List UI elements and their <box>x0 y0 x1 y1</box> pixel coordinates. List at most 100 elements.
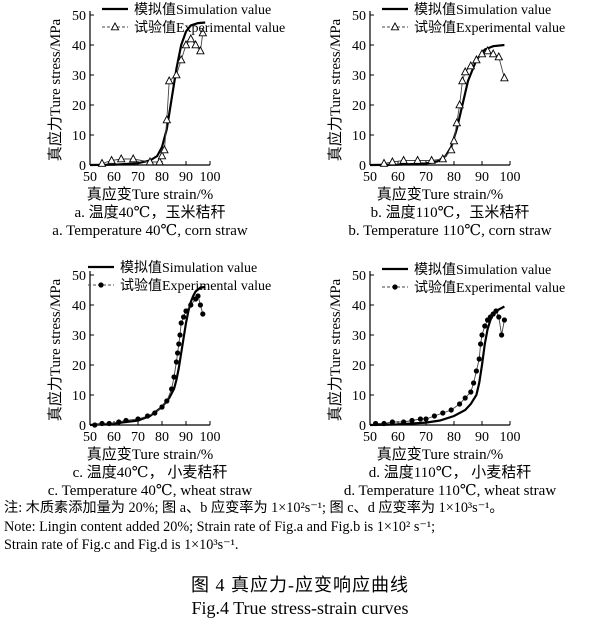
data-point-experimental <box>177 332 183 338</box>
legend-marker-experimental <box>110 22 120 31</box>
x-tick-label: 100 <box>500 170 521 185</box>
data-point-experimental <box>417 416 423 422</box>
x-tick-label: 50 <box>363 170 377 185</box>
data-point-experimental <box>181 314 187 320</box>
x-tick-label: 50 <box>83 170 97 185</box>
panel-caption-cn: b. 温度110℃，玉米秸秆 <box>371 204 530 221</box>
data-point-experimental <box>448 407 454 413</box>
data-point-experimental <box>479 332 485 338</box>
panel-caption-en: b. Temperature 110℃, corn straw <box>348 223 551 239</box>
panel-caption-en: c. Temperature 40℃, wheat straw <box>48 483 253 497</box>
data-point-experimental <box>455 100 464 109</box>
y-tick-label: 20 <box>72 359 86 374</box>
data-point-experimental <box>409 417 415 424</box>
data-point-experimental <box>438 154 448 163</box>
data-point-experimental <box>196 46 205 55</box>
data-point-experimental <box>440 410 446 416</box>
data-point-experimental <box>460 67 470 76</box>
data-point-experimental <box>176 55 186 64</box>
data-point-experimental <box>162 115 172 124</box>
data-point-experimental <box>157 151 167 160</box>
legend-label-simulation: 模拟值Simulation value <box>414 2 551 18</box>
data-point-experimental <box>388 157 397 166</box>
legend-label-experimental: 试验值Experimental value <box>134 20 285 36</box>
x-tick-label: 60 <box>391 430 405 445</box>
y-axis-label: 真应力Ture stress/MPa <box>46 278 64 421</box>
x-tick-label: 60 <box>391 170 405 185</box>
data-point-experimental <box>186 34 196 43</box>
panel-caption-en: d. Temperature 110℃, wheat straw <box>344 483 556 497</box>
legend-label-simulation: 模拟值Simulation value <box>120 260 257 276</box>
legend-marker-experimental <box>98 282 104 288</box>
note-cn: 注: 木质素添加量为 20%; 图 a、b 应变率为 1×10²s⁻¹; 图 c… <box>4 500 504 516</box>
y-tick-label: 0 <box>359 419 366 434</box>
data-point-experimental <box>488 49 498 58</box>
data-point-experimental <box>175 350 181 356</box>
x-tick-label: 70 <box>419 430 433 445</box>
data-point-experimental <box>476 356 482 362</box>
data-point-experimental <box>145 157 155 166</box>
data-point-experimental <box>155 157 164 166</box>
legend-label-simulation: 模拟值Simulation value <box>414 262 551 278</box>
panel-caption-en: a. Temperature 40℃, corn straw <box>52 223 248 239</box>
data-point-experimental <box>468 389 474 395</box>
data-point-experimental <box>373 420 379 427</box>
data-point-experimental <box>160 145 169 154</box>
data-point-experimental <box>169 386 175 392</box>
y-tick-label: 20 <box>352 99 366 114</box>
data-point-experimental <box>478 341 484 347</box>
y-axis-label: 真应力Ture stress/MPa <box>326 278 344 421</box>
y-tick-label: 30 <box>72 69 86 84</box>
y-tick-label: 20 <box>72 99 86 114</box>
y-tick-label: 10 <box>352 389 366 404</box>
x-tick-label: 60 <box>107 430 121 445</box>
data-point-experimental <box>128 154 138 163</box>
data-point-experimental <box>458 76 467 85</box>
panel-caption-cn: c. 温度40℃， 小麦秸秆 <box>73 464 228 481</box>
data-point-experimental <box>176 341 182 347</box>
data-point-experimental <box>446 145 456 154</box>
legend-label-simulation: 模拟值Simulation value <box>134 2 271 18</box>
data-point-experimental <box>471 380 477 386</box>
data-point-experimental <box>379 158 389 167</box>
data-point-experimental <box>423 416 429 422</box>
data-point-experimental <box>173 359 179 365</box>
data-point-experimental <box>116 419 122 425</box>
x-tick-label: 70 <box>131 170 145 185</box>
panel-caption-cn: a. 温度40℃，玉米秸秆 <box>75 204 226 221</box>
data-point-experimental <box>452 118 462 127</box>
x-axis-label: 真应变Ture strain/% <box>87 445 214 463</box>
data-point-experimental <box>427 155 436 164</box>
data-point-experimental <box>107 155 116 164</box>
legend-label-experimental: 试验值Experimental value <box>120 278 271 294</box>
x-tick-label: 90 <box>475 430 489 445</box>
series-line-simulation <box>369 43 505 167</box>
x-tick-label: 90 <box>475 170 489 185</box>
data-point-experimental <box>178 320 184 326</box>
legend-marker-experimental <box>390 22 400 31</box>
y-tick-label: 50 <box>352 269 366 284</box>
y-axis-label: 真应力Ture stress/MPa <box>326 18 344 161</box>
figure-caption-cn: 图 4 真应力-应变响应曲线 <box>191 575 409 595</box>
x-tick-label: 80 <box>155 430 169 445</box>
data-point-experimental <box>482 323 488 329</box>
x-axis-label: 真应变Ture strain/% <box>377 445 504 463</box>
y-tick-label: 30 <box>352 69 366 84</box>
data-point-experimental <box>472 55 481 64</box>
data-point-experimental <box>500 73 509 82</box>
y-tick-label: 40 <box>352 39 366 54</box>
data-point-experimental <box>135 416 141 422</box>
data-point-experimental <box>92 422 98 428</box>
y-axis-label: 真应力Ture stress/MPa <box>46 18 64 161</box>
data-point-experimental <box>97 158 107 167</box>
y-tick-label: 10 <box>352 129 366 144</box>
data-point-experimental <box>494 52 504 61</box>
x-tick-label: 80 <box>447 170 461 185</box>
data-point-experimental <box>483 46 492 55</box>
data-point-experimental <box>431 413 437 419</box>
data-point-experimental <box>399 155 408 164</box>
x-tick-label: 100 <box>200 170 221 185</box>
data-point-experimental <box>123 417 129 424</box>
data-point-experimental <box>164 398 170 404</box>
